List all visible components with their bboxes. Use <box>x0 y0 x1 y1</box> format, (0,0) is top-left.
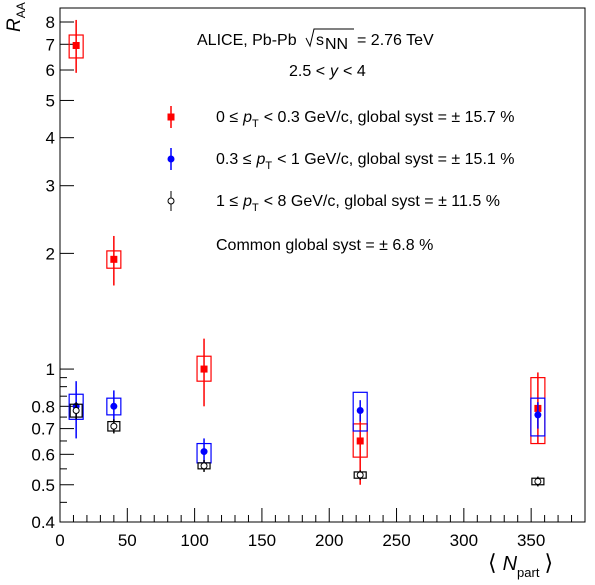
legend-entry-black: 1 ≤ pT < 8 GeV/c, global syst = ± 11.5 % <box>167 191 500 214</box>
data-point <box>200 448 208 456</box>
experiment-prefix: ALICE, Pb-Pb <box>197 32 297 49</box>
legend-black-post: < 8 GeV/c, global syst = ± 11.5 % <box>264 193 500 210</box>
x-axis-ticks: 0 50 100 150 200 250 300 350 <box>55 508 573 550</box>
rapidity-right: < 4 <box>343 63 366 80</box>
y-tick-label: 0.4 <box>31 513 55 532</box>
rapidity-left: 2.5 < <box>289 63 325 80</box>
data-point <box>200 462 208 470</box>
legend-blue-post: < 1 GeV/c, global syst = ± 15.1 % <box>277 151 514 168</box>
y-tick-label: 1 <box>46 360 55 379</box>
y-tick-label: 0.7 <box>31 420 55 439</box>
x-tick-label: 100 <box>180 531 208 550</box>
y-tick-label: 5 <box>46 91 55 110</box>
legend: 0 ≤ pT < 0.3 GeV/c, global syst = ± 15.7 %… <box>167 106 514 254</box>
y-tick-label: 0.8 <box>31 397 55 416</box>
y-axis-label-sub: AA <box>14 2 28 18</box>
rapidity-var: y <box>329 63 339 80</box>
data-point <box>356 407 364 415</box>
plot-frame <box>59 7 586 523</box>
data-point <box>534 477 542 485</box>
y-axis-label-main: R <box>4 18 25 32</box>
data-point <box>110 402 118 410</box>
x-axis-label-open: ⟨ <box>488 550 497 575</box>
x-tick-label: 250 <box>382 531 410 550</box>
series-1 <box>68 381 546 466</box>
svg-text:0 ≤pT< 0.3 GeV/c, global syst: 0 ≤ pT < 0.3 GeV/c, global syst = ± 15.7 % <box>216 109 514 130</box>
legend-red-post: < 0.3 GeV/c, global syst = ± 15.7 % <box>264 109 515 126</box>
svg-text:NN: NN <box>325 36 348 53</box>
legend-blue-pre: 0.3 ≤ <box>216 151 252 168</box>
svg-text:0.3 ≤pT< 1 GeV/c, global syst: 0.3 ≤ pT < 1 GeV/c, global syst = ± 15.1 % <box>216 151 514 172</box>
legend-entry-red: 0 ≤ pT < 0.3 GeV/c, global syst = ± 15.7 % <box>167 106 514 130</box>
x-tick-label: 300 <box>450 531 478 550</box>
sqrt-snn-symbol: s NN <box>305 28 354 53</box>
y-tick-label: 8 <box>46 13 55 32</box>
data-point <box>200 365 208 373</box>
x-tick-label: 350 <box>517 531 545 550</box>
x-tick-label: 50 <box>118 531 137 550</box>
x-tick-label: 150 <box>248 531 276 550</box>
common-syst-label: Common global syst = ± 6.8 % <box>216 237 433 254</box>
data-point <box>534 411 542 419</box>
legend-black-pre: 1 ≤ <box>216 193 238 210</box>
x-axis-label-sub: part <box>517 565 540 580</box>
data-marks <box>68 19 546 487</box>
data-point <box>72 407 80 415</box>
syst-box <box>530 397 546 437</box>
axes-frame <box>59 7 586 523</box>
x-axis-label-close: ⟩ <box>544 550 553 575</box>
legend-entry-blue: 0.3 ≤ pT < 1 GeV/c, global syst = ± 15.1 % <box>167 148 514 172</box>
y-tick-label: 2 <box>46 244 55 263</box>
y-tick-label: 0.5 <box>31 476 55 495</box>
data-point <box>110 422 118 430</box>
y-tick-label: 4 <box>46 129 55 148</box>
svg-text:s: s <box>316 32 324 49</box>
experiment-label: ALICE, Pb-Pb <box>197 32 297 49</box>
y-tick-label: 6 <box>46 61 55 80</box>
y-axis-label: RAA <box>4 2 28 32</box>
energy-label: = 2.76 TeV <box>357 32 434 49</box>
data-point <box>72 41 80 49</box>
legend-red-pre: 0 ≤ <box>216 109 238 126</box>
data-point <box>110 255 118 263</box>
data-point <box>356 471 364 479</box>
x-axis-label-main: N <box>503 553 518 575</box>
y-tick-label: 3 <box>46 177 55 196</box>
x-tick-label: 200 <box>315 531 343 550</box>
series-2 <box>69 402 545 487</box>
data-point <box>356 437 364 445</box>
x-tick-label: 0 <box>55 531 64 550</box>
y-tick-label: 7 <box>46 35 55 54</box>
x-axis-label: ⟨ Npart ⟩ <box>488 550 553 580</box>
syst-box <box>352 391 368 432</box>
y-tick-label: 0.6 <box>31 445 55 464</box>
rapidity-label: 2.5 < y < 4 <box>289 63 366 80</box>
y-axis-ticks: 0.4 0.5 0.6 0.7 0.8 1 2 3 4 5 6 7 8 <box>31 13 74 532</box>
svg-text:1 ≤pT< 8 GeV/c, global syst =: 1 ≤ pT < 8 GeV/c, global syst = ± 11.5 % <box>216 193 500 214</box>
